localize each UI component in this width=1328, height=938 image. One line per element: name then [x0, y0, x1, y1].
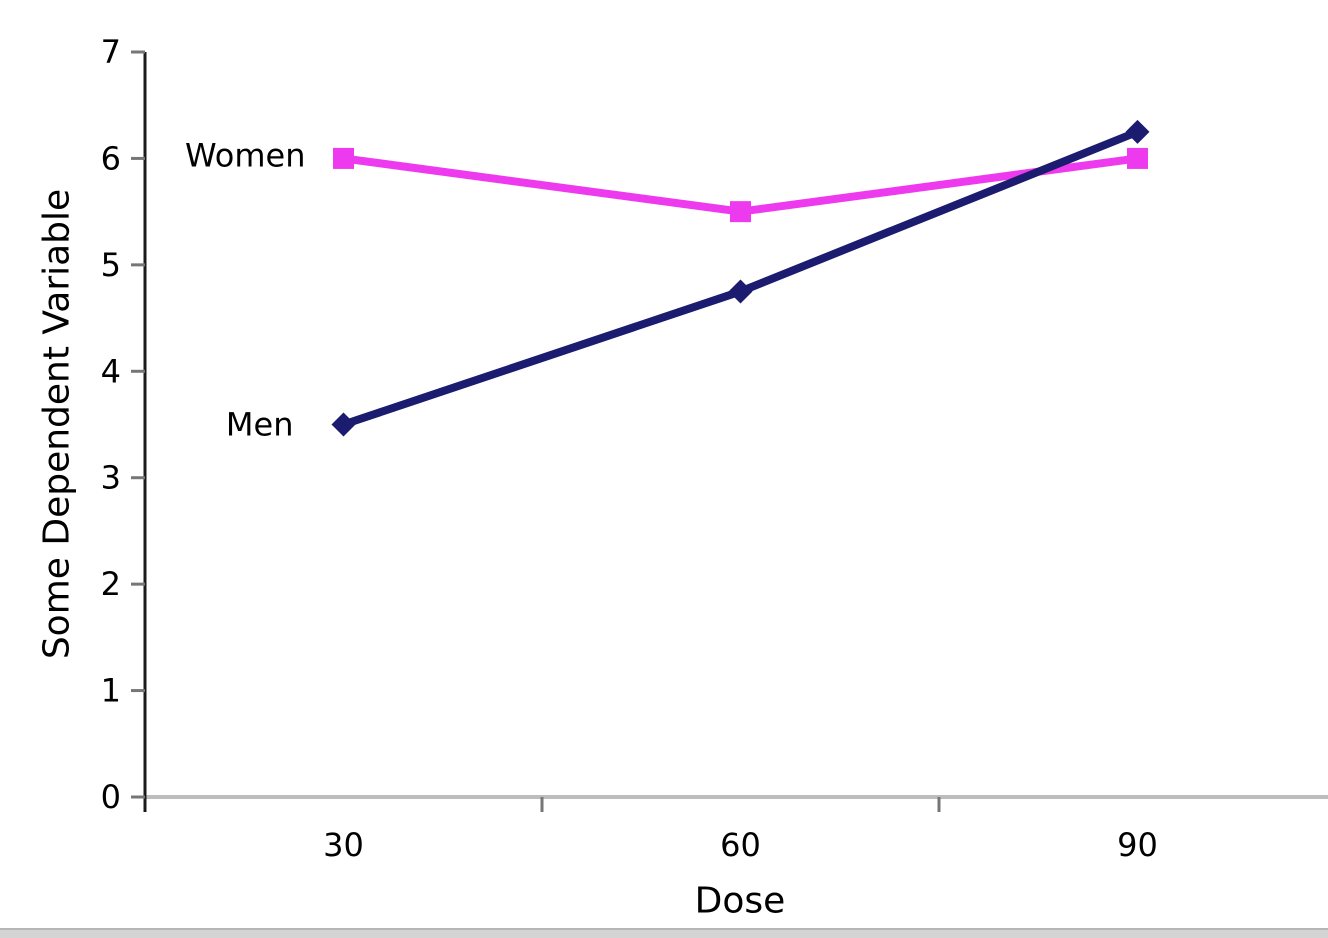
data-point-marker [728, 279, 753, 304]
data-point-marker [730, 201, 751, 223]
y-tick-label: 2 [101, 565, 121, 603]
y-tick-label: 7 [101, 33, 121, 71]
data-series [331, 119, 1150, 437]
series-label-women: Women [185, 136, 305, 174]
window-bottom-edge [0, 928, 1328, 938]
series-women [333, 147, 1148, 223]
y-tick-label: 4 [101, 352, 121, 390]
x-axis-title: Dose [695, 881, 786, 922]
x-tick-label: 60 [720, 826, 761, 864]
series-men [331, 119, 1150, 437]
x-tick-label: 30 [323, 826, 364, 864]
data-point-marker [1125, 119, 1150, 144]
x-tick-label: 90 [1117, 826, 1158, 864]
y-tick-label: 3 [101, 459, 121, 497]
y-axis-title: Some Dependent Variable [37, 189, 78, 659]
y-tick-label: 6 [101, 139, 121, 177]
y-tick-label: 0 [101, 778, 121, 816]
y-tick-label: 5 [101, 246, 121, 284]
series-label-men: Men [226, 406, 294, 444]
data-point-marker [331, 412, 356, 437]
axes [131, 50, 1328, 812]
labels: Some Dependent Variable Dose Women Men 0… [37, 33, 1158, 922]
data-point-marker [333, 147, 354, 169]
y-tick-label: 1 [101, 672, 121, 710]
data-point-marker [1127, 147, 1148, 169]
